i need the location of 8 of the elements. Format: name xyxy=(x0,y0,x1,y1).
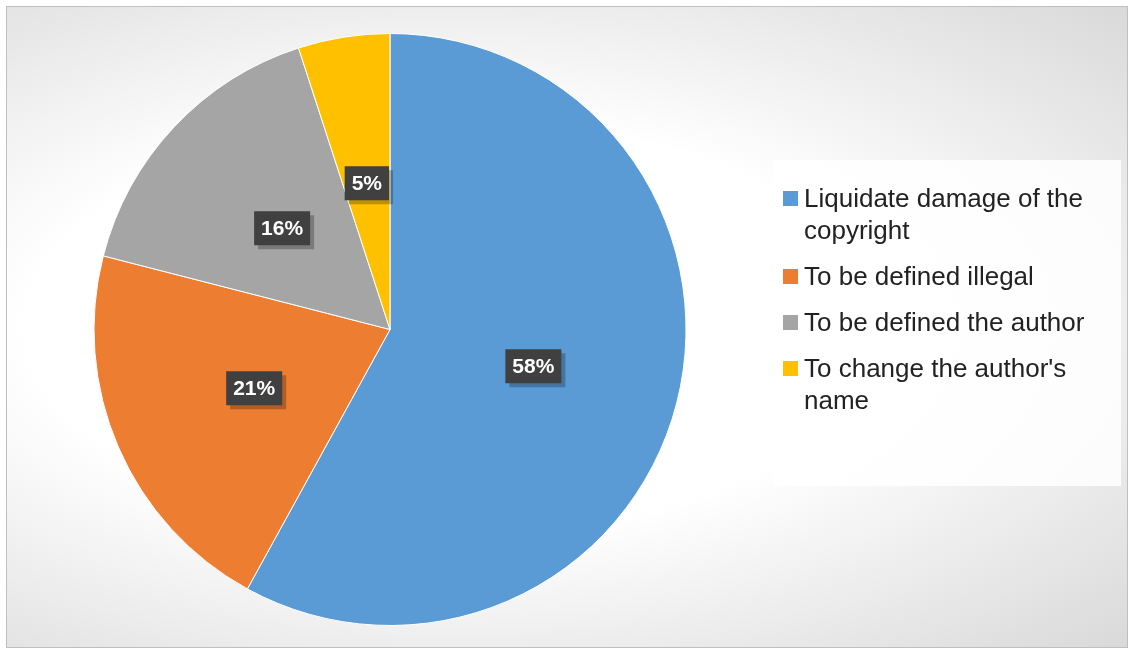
legend-label: To change the author's name xyxy=(804,352,1068,416)
data-label: 58% xyxy=(512,354,555,378)
legend-label: To be defined the author xyxy=(804,306,1085,338)
data-label: 21% xyxy=(233,376,276,400)
data-label: 5% xyxy=(351,171,383,195)
slice-label: Liquidate damage of the copyright xyxy=(804,182,1084,246)
legend-label: To be defined illegal xyxy=(804,260,1034,292)
data-label: 16% xyxy=(261,215,304,239)
